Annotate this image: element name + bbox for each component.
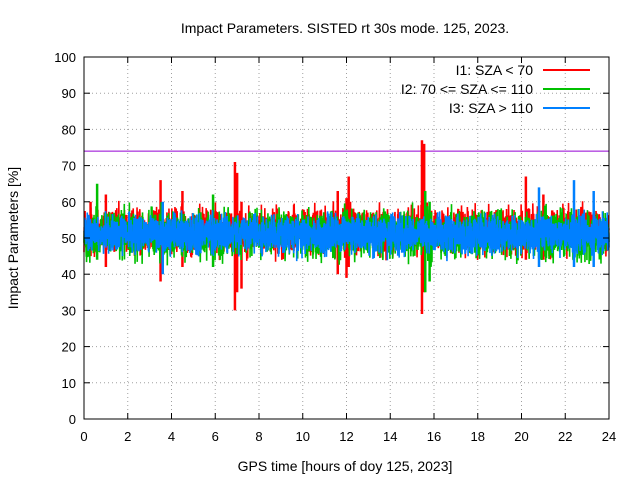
x-tick-label: 18 <box>471 429 485 444</box>
y-tick-label: 60 <box>62 195 76 210</box>
x-tick-label: 24 <box>602 429 616 444</box>
x-tick-label: 22 <box>558 429 572 444</box>
x-tick-label: 16 <box>427 429 441 444</box>
y-tick-label: 40 <box>62 267 76 282</box>
x-tick-label: 8 <box>255 429 262 444</box>
legend: I1: SZA < 70 I2: 70 <= SZA <= 110 I3: SZA … <box>401 62 590 116</box>
chart-title: Impact Parameters. SISTED rt 30s mode. 1… <box>181 20 509 36</box>
x-tick-label: 0 <box>80 429 87 444</box>
x-axis-label: GPS time [hours of doy 125, 2023] <box>238 458 453 474</box>
y-tick-label: 30 <box>62 303 76 318</box>
x-tick-label: 12 <box>339 429 353 444</box>
series-line-3 <box>83 208 610 262</box>
y-tick-label: 20 <box>62 340 76 355</box>
legend-label-2: I2: 70 <= SZA <= 110 <box>401 81 533 97</box>
y-tick-label: 0 <box>69 412 76 427</box>
y-tick-label: 80 <box>62 122 76 137</box>
y-tick-label: 70 <box>62 159 76 174</box>
y-tick-label: 10 <box>62 376 76 391</box>
x-tick-label: 10 <box>296 429 310 444</box>
legend-label-1: I1: SZA < 70 <box>456 62 534 78</box>
x-tick-label: 14 <box>383 429 397 444</box>
x-tick-label: 6 <box>212 429 219 444</box>
series-layer <box>83 140 610 315</box>
x-tick-label: 20 <box>514 429 528 444</box>
y-tick-label: 90 <box>62 86 76 101</box>
y-tick-label: 50 <box>62 231 76 246</box>
x-tick-label: 2 <box>124 429 131 444</box>
legend-label-3: I3: SZA > 110 <box>449 100 533 116</box>
y-axis-label: Impact Parameters [%] <box>5 167 21 309</box>
y-tick-label: 100 <box>54 50 76 65</box>
x-tick-label: 4 <box>168 429 175 444</box>
